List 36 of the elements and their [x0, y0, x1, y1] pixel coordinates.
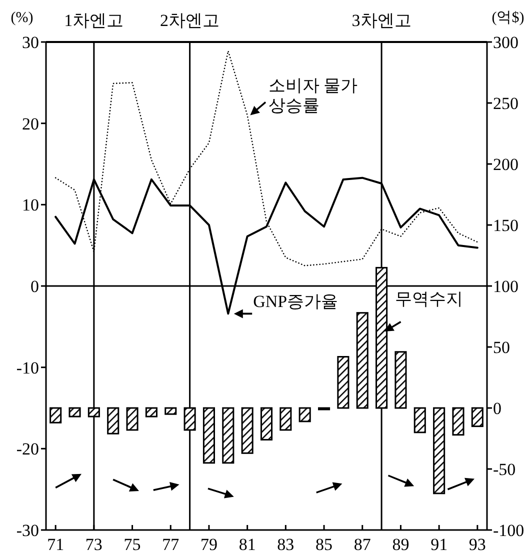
- x-tick-label: 93: [468, 535, 486, 554]
- x-tick-label: 87: [354, 535, 372, 554]
- series-label: 무역수지: [394, 290, 463, 309]
- ref-line-label: 1차엔고: [64, 11, 124, 30]
- y2-tick-label: 100: [493, 276, 518, 296]
- series-label: 소비자 물가 상승률: [268, 76, 358, 116]
- y-tick-label: 20: [22, 114, 39, 134]
- y-tick-label: -20: [16, 440, 39, 459]
- y-tick-label: 10: [22, 196, 39, 215]
- x-tick-label: 77: [162, 535, 180, 554]
- y2-tick-label: -100: [493, 520, 524, 540]
- ref-line-label: 2차엔고: [160, 11, 220, 30]
- x-tick-label: 79: [200, 535, 218, 554]
- x-tick-label: 81: [238, 535, 256, 554]
- y-tick-label: -30: [16, 520, 39, 540]
- x-tick-label: 75: [124, 535, 141, 554]
- y2-tick-label: 50: [493, 338, 510, 357]
- y2-tick-label: 0: [493, 398, 502, 418]
- y2-tick-label: 150: [493, 216, 518, 235]
- x-tick-label: 71: [47, 535, 64, 554]
- y2-tick-label: 250: [493, 94, 518, 113]
- x-tick-label: 83: [277, 535, 294, 554]
- x-tick-label: 85: [316, 535, 333, 554]
- x-tick-label: 91: [430, 535, 448, 554]
- y-tick-label: 30: [22, 32, 39, 52]
- y-tick-label: 0: [30, 276, 39, 296]
- ref-line-label: 3차엔고: [352, 11, 412, 30]
- y2-tick-label: -50: [493, 460, 516, 479]
- series-label: GNP증가율: [253, 292, 338, 312]
- y-axis-title: (%): [10, 10, 34, 26]
- x-tick-label: 73: [85, 535, 102, 554]
- y2-tick-label: 200: [493, 154, 518, 174]
- y2-tick-label: 300: [493, 32, 518, 52]
- x-tick-label: 89: [392, 535, 410, 554]
- y2-axis-title: (억$): [492, 10, 524, 26]
- y-tick-label: -10: [16, 358, 39, 378]
